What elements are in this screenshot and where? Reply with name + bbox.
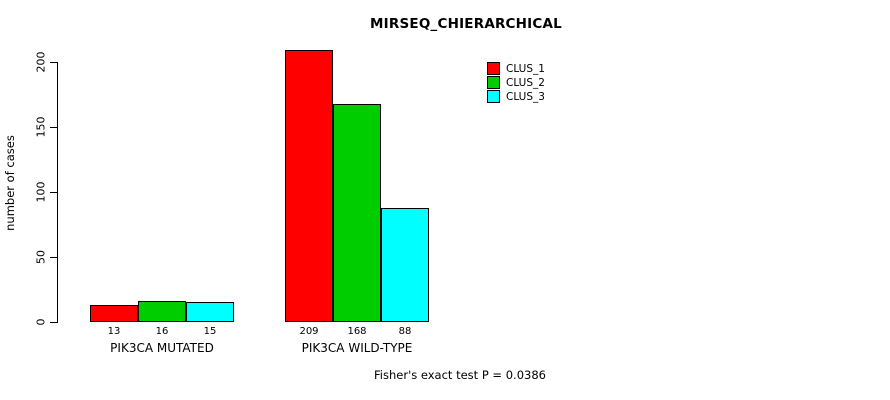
bar-clus_2-group2 [333, 104, 381, 322]
y-axis-tick [50, 62, 57, 63]
bar-clus_3-group1 [186, 302, 234, 322]
y-tick-label: 0 [34, 318, 48, 326]
chart-title: MIRSEQ_CHIERARCHICAL [370, 16, 562, 32]
bar-value-label: 168 [347, 326, 367, 337]
bar-value-label: 16 [155, 326, 169, 337]
legend-swatch [487, 90, 500, 103]
y-tick-label: 150 [34, 116, 48, 138]
y-axis-tick [50, 322, 57, 323]
legend-label: CLUS_1 [506, 62, 545, 75]
legend-label: CLUS_3 [506, 90, 545, 103]
y-tick-label: 100 [34, 181, 48, 203]
legend: CLUS_1 CLUS_2 CLUS_3 [487, 62, 545, 103]
bar-clus_3-group2 [381, 208, 429, 322]
legend-item: CLUS_1 [487, 62, 545, 75]
bar-value-label: 88 [398, 326, 412, 337]
bar-clus_1-group1 [90, 305, 138, 322]
category-label: PIK3CA MUTATED [110, 341, 214, 355]
category-label: PIK3CA WILD-TYPE [301, 341, 413, 355]
y-axis-tick [50, 127, 57, 128]
legend-label: CLUS_2 [506, 76, 545, 89]
y-axis-tick [50, 257, 57, 258]
y-axis-line [57, 62, 58, 323]
legend-swatch [487, 76, 500, 89]
bar-clus_2-group1 [138, 301, 186, 322]
y-tick-label: 200 [34, 51, 48, 73]
y-tick-label: 50 [34, 250, 48, 264]
y-axis-tick [50, 192, 57, 193]
bar-value-label: 15 [203, 326, 217, 337]
legend-item: CLUS_3 [487, 90, 545, 103]
bar-value-label: 209 [299, 326, 319, 337]
legend-item: CLUS_2 [487, 76, 545, 89]
bar-clus_1-group2 [285, 50, 333, 322]
legend-swatch [487, 62, 500, 75]
bar-value-label: 13 [107, 326, 121, 337]
annotation-text: Fisher's exact test P = 0.0386 [374, 368, 546, 382]
